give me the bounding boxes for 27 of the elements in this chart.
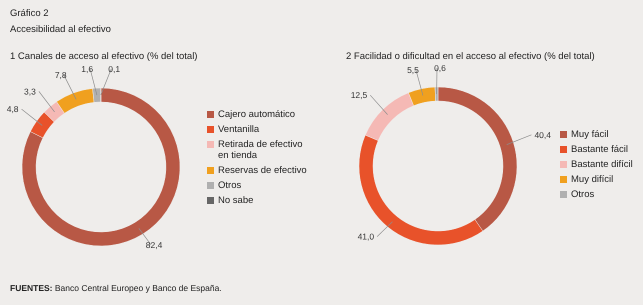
data-label: 12,5 (350, 90, 368, 100)
text: Gráfico 2 (10, 8, 49, 19)
chart-title: 1 Canales de acceso al efectivo (% del total) (10, 51, 198, 62)
source-note: FUENTES: Banco Central Europeo y Banco de España. (10, 283, 222, 293)
data-label: 82,4 (146, 240, 163, 250)
legend-label: Bastante difícil (571, 159, 633, 170)
data-label: 7,8 (54, 70, 67, 80)
data-label: 5,5 (407, 65, 420, 76)
chart-title: 2 Facilidad o dificultad en el acceso al efectivo (% del total) (346, 51, 595, 62)
data-label: 0,6 (434, 63, 446, 74)
data-label: 0,1 (108, 64, 120, 74)
text: Accesibilidad al efectivo (10, 24, 111, 35)
legend-label: Bastante fácil (571, 144, 628, 155)
legend-label: No sabe (218, 195, 254, 206)
data-label: 1,6 (81, 64, 94, 74)
legend-label: Otros (218, 180, 242, 191)
legend-label: Retirada de efectivo en tienda (218, 139, 302, 161)
legend-label: Ventanilla (218, 124, 260, 135)
legend-label: Muy difícil (571, 174, 614, 185)
legend-label: Cajero automático (218, 109, 296, 120)
legend-label: Reservas de efectivo (218, 165, 307, 176)
data-label: 41,0 (358, 232, 374, 242)
data-label: 3,3 (24, 86, 36, 96)
data-label: 4,8 (6, 104, 19, 114)
legend-label: Otros (571, 189, 594, 200)
data-label: 40,4 (534, 130, 552, 140)
legend-label: Muy fácil (571, 129, 608, 140)
